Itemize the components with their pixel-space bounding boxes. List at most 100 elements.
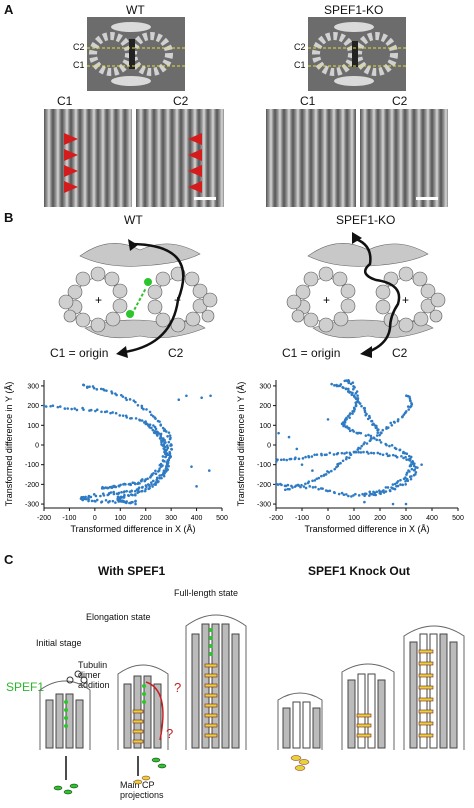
data-point xyxy=(350,393,354,397)
data-point xyxy=(177,398,181,401)
data-point xyxy=(347,387,350,391)
data-point xyxy=(185,394,188,398)
data-point xyxy=(352,450,356,454)
data-point xyxy=(128,501,131,505)
data-point xyxy=(153,431,157,435)
data-point xyxy=(340,451,344,455)
data-point xyxy=(349,453,353,456)
data-point xyxy=(410,467,414,471)
data-point xyxy=(159,434,163,438)
tubulin-label: Tubulin dimer addition xyxy=(78,660,110,690)
data-point xyxy=(402,477,406,481)
data-point xyxy=(405,473,408,476)
data-point xyxy=(408,470,411,473)
data-point xyxy=(345,493,348,496)
y-tick-label: 200 xyxy=(259,403,271,410)
data-point xyxy=(354,392,358,395)
x-tick-label: -200 xyxy=(269,515,283,522)
ko-medium-cilium xyxy=(341,663,395,750)
data-point xyxy=(109,411,112,415)
data-point xyxy=(333,384,336,387)
data-point xyxy=(285,458,289,462)
data-point xyxy=(386,426,390,429)
data-point xyxy=(277,431,280,435)
data-point xyxy=(111,411,114,414)
data-point xyxy=(347,381,351,385)
data-point xyxy=(332,491,336,494)
data-point xyxy=(108,499,111,503)
data-point xyxy=(354,492,357,496)
data-point xyxy=(82,408,85,411)
data-point xyxy=(122,500,126,503)
data-point xyxy=(376,451,380,455)
main-cp-label: Main CP projections xyxy=(120,780,164,800)
data-point xyxy=(352,387,355,391)
data-point xyxy=(408,399,412,402)
data-point xyxy=(301,457,305,460)
wt-scatter-plot: -200 -100 0 100 200 300 400 500 -300 -200 -100 0 100… xyxy=(4,380,228,534)
data-point xyxy=(384,486,388,489)
data-point xyxy=(393,482,397,486)
data-point xyxy=(314,485,317,489)
data-point xyxy=(409,464,413,468)
data-point xyxy=(356,398,360,402)
full-length-cilium xyxy=(185,614,247,750)
data-point xyxy=(163,452,167,455)
data-point xyxy=(406,405,410,408)
data-point xyxy=(87,497,90,501)
data-point xyxy=(404,479,407,483)
data-point xyxy=(165,465,168,468)
data-point xyxy=(275,460,278,463)
data-point xyxy=(350,495,353,498)
data-point xyxy=(282,458,286,461)
data-point xyxy=(330,469,333,473)
data-point xyxy=(150,426,153,430)
data-point xyxy=(320,452,323,456)
data-point xyxy=(351,412,354,415)
x-tick-label: 200 xyxy=(374,515,386,522)
data-point xyxy=(106,493,110,497)
data-point xyxy=(363,500,366,504)
data-point xyxy=(100,410,103,414)
data-point xyxy=(131,500,134,504)
data-point xyxy=(416,466,419,469)
data-point xyxy=(121,395,125,398)
initial-stage-label: Initial stage xyxy=(36,638,82,648)
data-point xyxy=(134,499,137,503)
data-point xyxy=(94,494,98,498)
data-point xyxy=(161,437,164,440)
data-point xyxy=(310,455,314,458)
data-point xyxy=(313,453,316,457)
data-point xyxy=(125,500,129,503)
data-point xyxy=(409,477,413,481)
data-point xyxy=(405,458,408,461)
data-point xyxy=(352,410,356,413)
data-point xyxy=(168,434,172,437)
panel-c-letter: C xyxy=(4,552,14,567)
data-point xyxy=(390,423,394,427)
data-point xyxy=(354,404,358,408)
data-point xyxy=(88,385,91,388)
data-point xyxy=(412,468,416,472)
data-point xyxy=(56,405,60,409)
data-point xyxy=(296,483,300,487)
data-point xyxy=(332,453,336,456)
data-point xyxy=(42,404,46,407)
data-point xyxy=(90,499,94,503)
data-point xyxy=(99,387,103,391)
data-point xyxy=(352,430,356,433)
wt-c2-section-label: C2 xyxy=(173,94,189,108)
data-point xyxy=(317,476,321,480)
y-tick-label: 100 xyxy=(27,423,39,430)
data-point xyxy=(336,451,340,455)
data-point xyxy=(376,428,379,432)
data-point xyxy=(112,490,115,494)
data-point xyxy=(294,456,297,460)
data-point xyxy=(162,469,166,472)
data-point xyxy=(139,479,143,482)
data-point xyxy=(144,420,147,423)
data-point xyxy=(369,434,373,438)
data-point xyxy=(367,452,370,455)
data-point xyxy=(118,414,122,417)
data-point xyxy=(391,453,395,457)
